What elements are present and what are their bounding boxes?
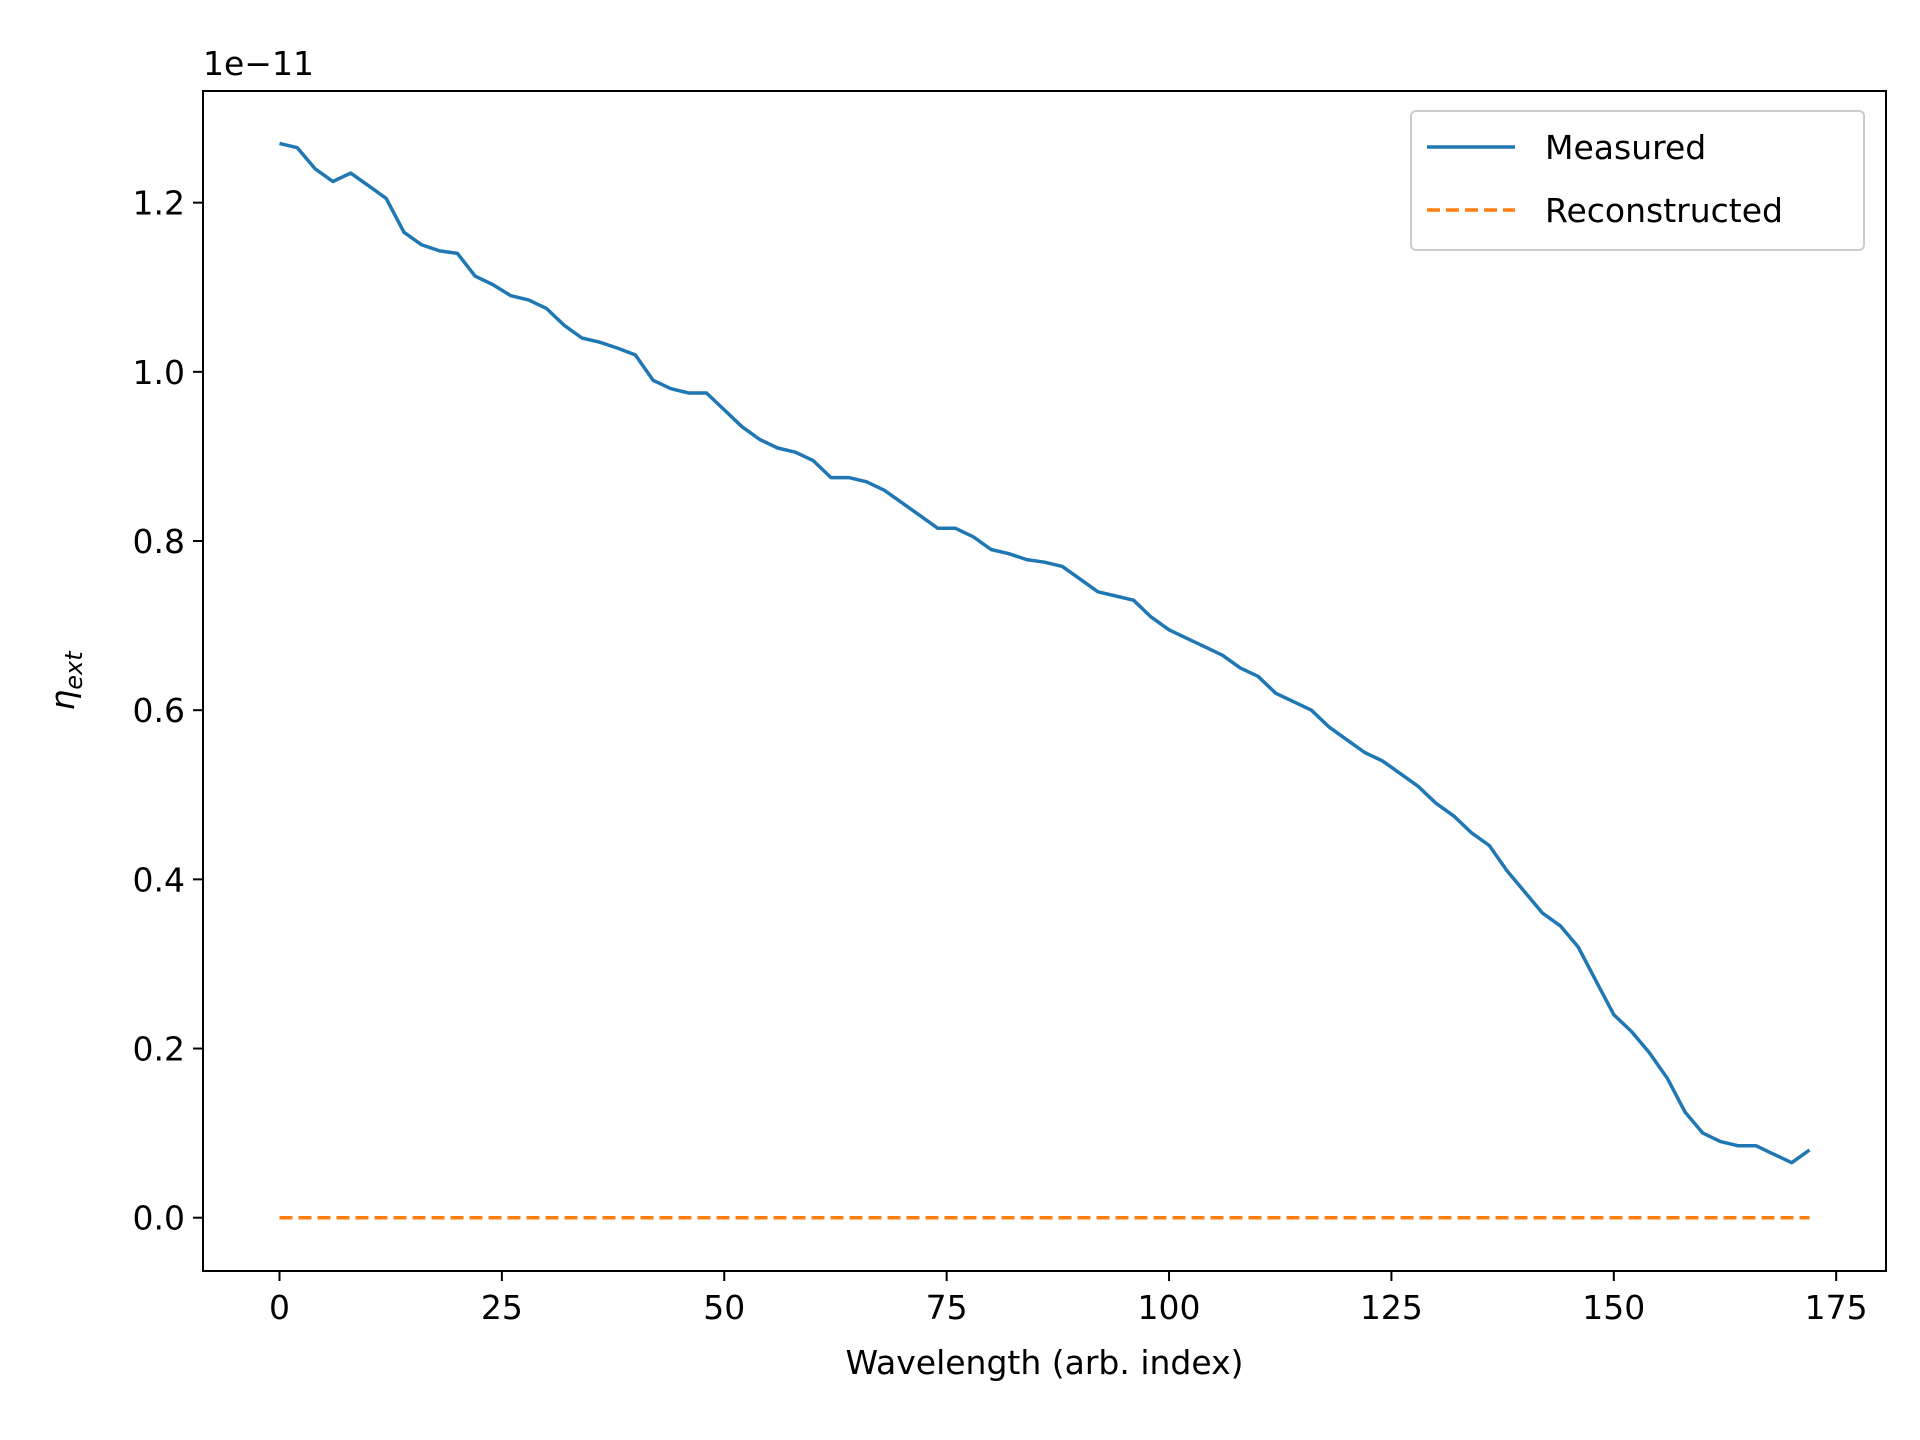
- x-axis-label: Wavelength (arb. index): [846, 1343, 1244, 1382]
- x-tick-label: 175: [1805, 1288, 1868, 1327]
- x-tick-label: 100: [1138, 1288, 1201, 1327]
- y-tick-label: 0.8: [133, 522, 185, 561]
- plot-lines: [279, 141, 1811, 1220]
- y-axis-label: ηext: [43, 650, 88, 711]
- y-tick-label: 0.4: [133, 860, 185, 899]
- series-line-measured: [279, 141, 1811, 1165]
- legend-entries: Measured Reconstructed: [1427, 128, 1783, 230]
- x-tick-label: 150: [1582, 1288, 1645, 1327]
- legend-label-reconstructed: Reconstructed: [1545, 191, 1783, 230]
- y-offset-label: 1e−11: [203, 44, 314, 83]
- x-tick-label: 125: [1360, 1288, 1423, 1327]
- legend-label-measured: Measured: [1545, 128, 1706, 167]
- legend-box: [1410, 110, 1865, 251]
- x-tick-label: 0: [269, 1288, 290, 1327]
- x-tick-label: 75: [926, 1288, 968, 1327]
- x-axis-ticks: 0 25 50 75 100 125 150 175: [269, 1271, 1868, 1327]
- y-tick-label: 0.2: [133, 1030, 185, 1069]
- legend: Measured Reconstructed: [1410, 110, 1865, 251]
- y-tick-label: 0.6: [133, 691, 185, 730]
- y-axis-ticks: 0.0 0.2 0.4 0.6 0.8 1.0 1.2: [133, 184, 203, 1238]
- y-tick-label: 1.0: [133, 353, 185, 392]
- y-tick-label: 1.2: [133, 184, 185, 223]
- y-tick-label: 0.0: [133, 1199, 185, 1238]
- plot-frame: [202, 90, 1887, 1272]
- x-tick-label: 50: [703, 1288, 745, 1327]
- y-axis-label-symbol: η: [43, 690, 82, 711]
- y-axis-label-subscript: ext: [60, 650, 88, 690]
- x-tick-label: 25: [481, 1288, 523, 1327]
